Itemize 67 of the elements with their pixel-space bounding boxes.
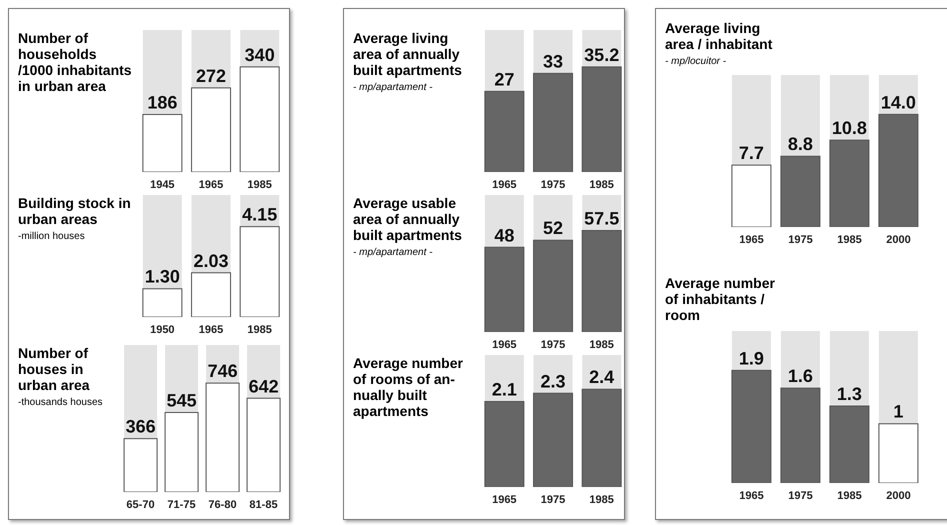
x-tick-label: 1985: [589, 494, 614, 506]
x-tick-label: 1985: [247, 324, 272, 336]
x-tick-label: 1965: [198, 324, 224, 336]
x-tick-label: 1975: [540, 338, 566, 351]
chart-title: Building stock in urban areas: [18, 195, 132, 227]
x-tick-label: 1965: [492, 494, 517, 506]
data-label: 10.8: [832, 118, 867, 138]
x-tick-label: 1985: [589, 338, 614, 351]
x-tick-label: 1965: [492, 178, 517, 191]
x-tick-label: 2000: [886, 490, 911, 502]
chart-title: Average living area / inhabitant: [665, 20, 774, 52]
x-tick-label: 1975: [540, 178, 566, 191]
x-tick-label: 1965: [492, 338, 517, 351]
data-label: 1.9: [738, 348, 764, 368]
data-label: 33: [543, 51, 564, 72]
text: - mp/apartament -: [353, 247, 434, 258]
data-label: 1: [893, 402, 904, 422]
x-tick-label: 1985: [589, 178, 614, 191]
chart-title: Average living area of annually built apartments: [353, 30, 463, 78]
chart-title: Average usable area of annually built apartments: [353, 195, 463, 243]
text: -thousands houses: [18, 397, 104, 408]
data-label: 2.1: [492, 379, 517, 400]
data-label: 57.5: [584, 208, 620, 229]
data-label: 340: [244, 44, 275, 65]
x-tick-label: 81-85: [249, 498, 278, 511]
x-tick-label: 76-80: [208, 498, 237, 511]
chart-title: Number of households /1000 inhabitants in urban area: [18, 30, 133, 94]
x-tick-label: 1985: [247, 178, 272, 191]
data-label: 7.7: [738, 143, 764, 164]
x-tick-label: 1945: [150, 178, 175, 191]
data-label: 1.6: [788, 366, 813, 386]
data-label: 4.15: [242, 204, 278, 225]
data-label: 48: [494, 225, 514, 246]
data-label: 1.30: [144, 266, 180, 287]
chart-title: Average number of rooms of an- nually built apartments: [353, 355, 464, 419]
x-tick-label: 1985: [837, 234, 862, 246]
x-tick-label: 2000: [886, 234, 911, 246]
data-label: 642: [248, 376, 279, 396]
data-label: 2.4: [589, 367, 614, 388]
chart-subtitle: - mp/locuitor -: [665, 56, 728, 67]
x-tick-label: 1975: [788, 490, 813, 502]
data-label: 272: [196, 66, 226, 86]
x-tick-label: 71-75: [167, 498, 196, 511]
x-tick-label: 1965: [739, 490, 764, 502]
x-tick-label: 1950: [150, 324, 175, 336]
x-tick-label: 1975: [540, 494, 566, 506]
data-label: 27: [494, 69, 514, 90]
data-label: 1.3: [836, 384, 862, 404]
x-tick-label: 1985: [837, 490, 862, 502]
x-tick-label: 1975: [788, 234, 813, 246]
data-label: 8.8: [788, 134, 813, 154]
x-tick-label: 65-70: [126, 498, 155, 511]
data-label: 2.03: [194, 250, 229, 271]
data-label: 186: [147, 92, 178, 112]
data-label: 35.2: [584, 44, 620, 65]
data-label: 545: [166, 390, 197, 410]
data-label: 366: [126, 416, 156, 437]
chart-title: Number of houses in urban area: [18, 345, 91, 393]
data-label: 52: [543, 218, 564, 238]
text: -million houses: [18, 231, 86, 242]
x-tick-label: 1965: [198, 178, 224, 191]
text: - mp/apartament -: [353, 82, 434, 93]
chart-title: Average number of inhabitants / room: [665, 275, 776, 323]
x-tick-label: 1965: [739, 234, 764, 246]
data-label: 2.3: [540, 371, 566, 392]
data-label: 14.0: [880, 92, 916, 112]
data-label: 746: [208, 361, 238, 382]
